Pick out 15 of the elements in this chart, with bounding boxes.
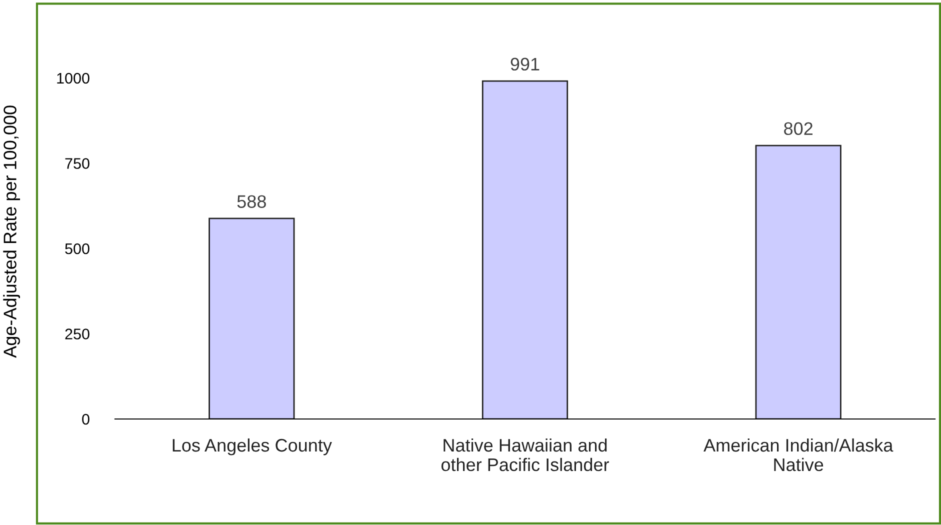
bar: [482, 80, 568, 419]
bar: [755, 144, 842, 419]
y-tick-label: 250: [65, 328, 90, 340]
data-label: 802: [784, 122, 812, 136]
data-label: 588: [237, 195, 266, 208]
x-tick-label: Native Hawaiian and other Pacific Islander: [441, 438, 610, 472]
y-tick-label: 0: [82, 414, 90, 425]
y-tick-label: 750: [65, 158, 90, 169]
x-tick-label: Los Angeles County: [172, 438, 332, 456]
x-tick-label: American Indian/Alaska Native: [704, 438, 894, 472]
bar: [208, 218, 295, 419]
y-axis-title: Age-Adjusted Rate per 100,000: [3, 106, 20, 358]
data-label: 991: [510, 58, 540, 71]
y-tick-label: 500: [65, 243, 90, 254]
y-tick-label: 1000: [57, 72, 90, 84]
